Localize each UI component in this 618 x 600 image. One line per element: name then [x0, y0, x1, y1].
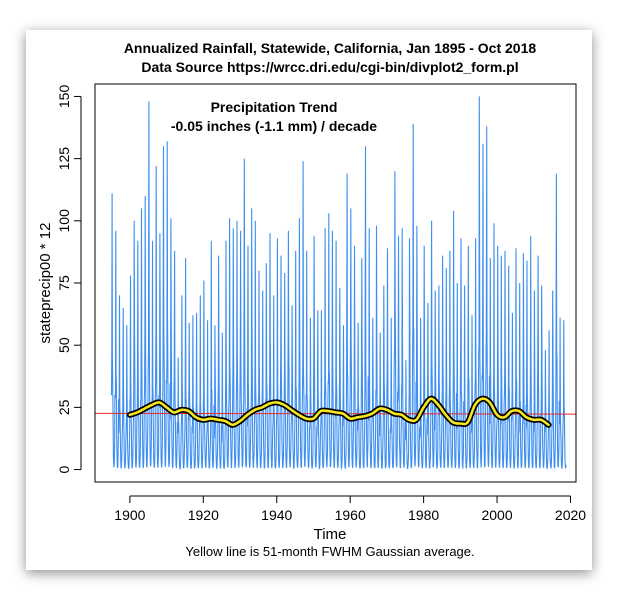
trend-annotation-text: -0.05 inches (-1.1 mm) / decade: [171, 118, 377, 134]
y-tick-label: 125: [56, 147, 72, 171]
x-tick-label: 1920: [188, 507, 219, 523]
chart-subtitle: Data Source https://wrcc.dri.edu/cgi-bin…: [141, 59, 518, 75]
x-axis: 1900 1920 1940 1960 1980 2000 2020: [114, 495, 586, 523]
plot-frame: [94, 83, 577, 483]
y-axis: 0 25 50 75 100 125 150: [56, 85, 82, 473]
y-tick-label: 150: [56, 85, 72, 109]
plot-area: [95, 96, 576, 471]
x-tick-label: 1960: [335, 507, 366, 523]
x-tick-label: 1900: [114, 507, 145, 523]
x-tick-label: 1940: [261, 507, 292, 523]
chart-caption: Yellow line is 51-month FWHM Gaussian av…: [185, 544, 474, 559]
y-tick-label: 75: [56, 275, 72, 291]
chart-title: Annualized Rainfall, Statewide, Californ…: [124, 40, 537, 56]
x-tick-label: 2000: [481, 507, 512, 523]
smoothed-average-line: [128, 397, 550, 427]
x-tick-label: 1980: [408, 507, 439, 523]
y-tick-label: 25: [56, 399, 72, 415]
y-tick-label: 0: [56, 465, 72, 473]
x-tick-label: 2020: [555, 507, 586, 523]
monthly-precip-series: [110, 96, 567, 471]
y-tick-label: 50: [56, 337, 72, 353]
series-layer: [95, 96, 576, 471]
x-axis-label: Time: [314, 526, 347, 543]
trend-annotation-title: Precipitation Trend: [211, 99, 338, 115]
y-axis-label: stateprecip00 * 12: [37, 223, 54, 344]
chart-card: Annualized Rainfall, Statewide, Californ…: [26, 30, 592, 570]
rainfall-chart: Annualized Rainfall, Statewide, Californ…: [37, 40, 586, 559]
y-tick-label: 100: [56, 209, 72, 233]
